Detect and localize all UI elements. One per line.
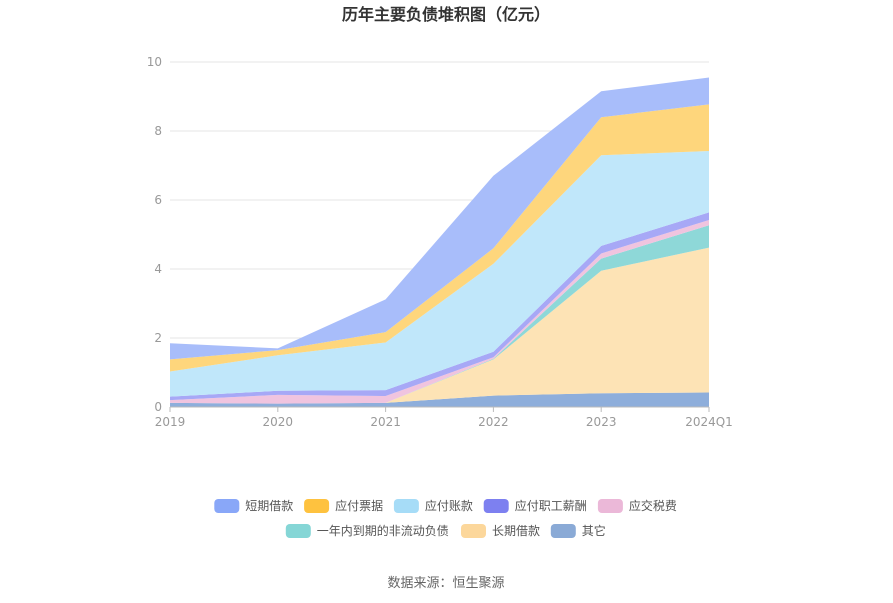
legend-label: 应付职工薪酬 bbox=[515, 498, 587, 513]
x-tick-label: 2023 bbox=[586, 415, 617, 429]
legend-item-4[interactable]: 应交税费 bbox=[597, 498, 677, 513]
legend-swatch bbox=[483, 499, 509, 513]
x-tick-label: 2022 bbox=[478, 415, 509, 429]
legend-label: 应交税费 bbox=[629, 498, 677, 513]
legend-item-2[interactable]: 应付账款 bbox=[393, 498, 473, 513]
area-series-2 bbox=[170, 225, 709, 404]
y-tick-label: 4 bbox=[154, 262, 162, 276]
area-series-4 bbox=[170, 212, 709, 401]
legend-swatch bbox=[304, 499, 330, 513]
legend-label: 短期借款 bbox=[245, 499, 293, 513]
area-series-0 bbox=[170, 392, 709, 407]
x-tick-label: 2020 bbox=[263, 415, 294, 429]
y-tick-label: 10 bbox=[147, 55, 162, 69]
legend-label: 其它 bbox=[582, 523, 606, 538]
legend-label: 长期借款 bbox=[492, 524, 540, 538]
legend-item-7[interactable]: 其它 bbox=[550, 523, 606, 538]
legend-swatch bbox=[550, 524, 576, 538]
area-series-3 bbox=[170, 220, 709, 404]
chart-title: 历年主要负债堆积图（亿元） bbox=[342, 5, 550, 24]
legend-label: 一年内到期的非流动负债 bbox=[317, 523, 449, 538]
legend-swatch bbox=[393, 499, 419, 513]
area-series-7 bbox=[170, 77, 709, 360]
area-series bbox=[170, 77, 709, 407]
legend-swatch bbox=[285, 524, 311, 538]
area-series-6 bbox=[170, 104, 709, 372]
legend-swatch bbox=[214, 499, 240, 513]
legend-label: 应付账款 bbox=[425, 498, 473, 513]
area-series-5 bbox=[170, 151, 709, 397]
legend-item-0[interactable]: 短期借款 bbox=[214, 499, 293, 513]
y-tick-label: 0 bbox=[154, 400, 162, 414]
legend-swatch bbox=[597, 499, 623, 513]
legend-item-5[interactable]: 一年内到期的非流动负债 bbox=[285, 523, 449, 538]
legend-item-6[interactable]: 长期借款 bbox=[461, 524, 540, 538]
source-text: 数据来源：恒生聚源 bbox=[387, 576, 504, 591]
y-tick-label: 8 bbox=[154, 124, 162, 138]
y-tick-label: 6 bbox=[154, 193, 162, 207]
legend-item-1[interactable]: 应付票据 bbox=[304, 498, 383, 513]
legend-item-3[interactable]: 应付职工薪酬 bbox=[483, 498, 587, 513]
x-tick-label: 2021 bbox=[370, 415, 401, 429]
legend-label: 应付票据 bbox=[335, 498, 383, 513]
x-tick-label: 2024Q1 bbox=[685, 415, 733, 429]
x-tick-label: 2019 bbox=[155, 415, 186, 429]
area-series-1 bbox=[170, 247, 709, 404]
legend-swatch bbox=[461, 524, 486, 538]
y-tick-label: 2 bbox=[154, 331, 162, 345]
axes: 0 2 4 6 8 10 2019 2020 2021 2022 2023 2024Q1 bbox=[147, 55, 733, 429]
